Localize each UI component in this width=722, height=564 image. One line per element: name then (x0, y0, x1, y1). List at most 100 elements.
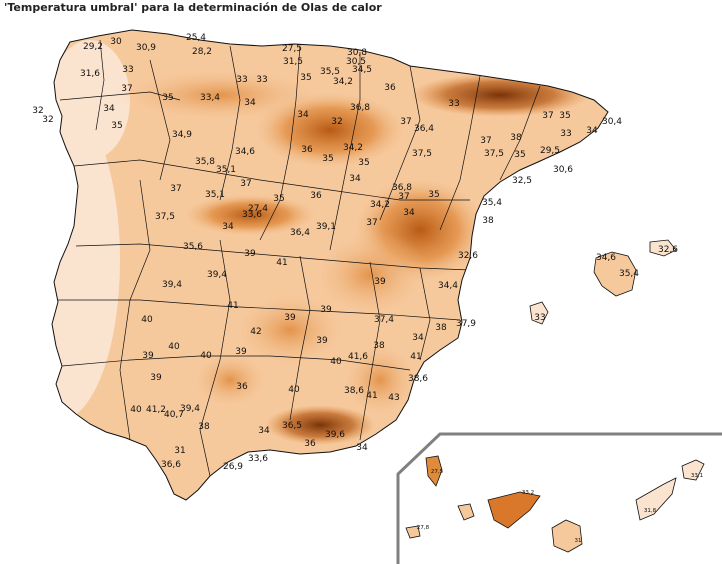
map-title: 'Temperatura umbral' para la determinaci… (4, 1, 382, 14)
temperature-label: 36 (236, 382, 248, 392)
temperature-label: 27,8 (417, 525, 430, 531)
temperature-label: 41,6 (348, 352, 368, 362)
temperature-label: 36 (310, 191, 322, 201)
temperature-label: 36,4 (290, 228, 310, 238)
temperature-label: 34 (403, 208, 415, 218)
temperature-label: 40 (141, 315, 153, 325)
temperature-label: 36,6 (161, 460, 181, 470)
temperature-label: 36 (301, 145, 313, 155)
temperature-label: 30,8 (347, 48, 367, 58)
temperature-label: 41,2 (146, 405, 166, 415)
temperature-label: 37 (121, 84, 132, 94)
temperature-label: 30,9 (136, 43, 156, 53)
temperature-label: 39 (374, 277, 386, 287)
temperature-label: 38 (373, 341, 385, 351)
temperature-label: 31 (575, 538, 582, 544)
temperature-label: 39 (284, 313, 296, 323)
temperature-label: 25,4 (186, 33, 206, 43)
temperature-label: 34 (103, 104, 115, 114)
temperature-label: 36,4 (414, 124, 434, 134)
temperature-label: 33,2 (522, 490, 534, 496)
temperature-label: 34,9 (172, 130, 192, 140)
temperature-label: 33,4 (200, 93, 220, 103)
temperature-label: 39,4 (180, 404, 200, 414)
temperature-label: 34 (349, 174, 361, 184)
temperature-label: 34,2 (343, 143, 363, 153)
temperature-label: 35 (559, 111, 570, 121)
temperature-label: 39,4 (162, 280, 182, 290)
temperature-label: 37 (366, 218, 377, 228)
temperature-label: 33 (534, 313, 545, 323)
temperature-label: 37 (240, 179, 251, 189)
temperature-label: 35 (111, 121, 122, 131)
temperature-label: 38 (510, 133, 522, 143)
temperature-label: 32,5 (512, 176, 532, 186)
temperature-label: 37,5 (155, 212, 175, 222)
temperature-label: 37 (542, 111, 553, 121)
temperature-label: 35 (162, 93, 173, 103)
temperature-label: 39 (244, 249, 256, 259)
temperature-label: 40 (168, 342, 180, 352)
temperature-label: 40 (130, 405, 142, 415)
temperature-label: 33 (236, 75, 247, 85)
temperature-label: 31 (174, 446, 185, 456)
temperature-label: 42 (250, 327, 261, 337)
temperature-label: 40 (330, 357, 342, 367)
temperature-label: 33,1 (691, 473, 703, 479)
temperature-label: 38,6 (408, 374, 428, 384)
temperature-label: 40 (288, 385, 300, 395)
temperature-label: 39 (316, 336, 328, 346)
temperature-label: 33 (560, 129, 571, 139)
peninsula-value-labels: 29,2 30 30,9 25,4 28,2 27,5 31,5 30,830,5 31,6 33… (32, 33, 622, 472)
temperature-label: 37,4 (374, 315, 394, 325)
temperature-label: 30,5 (346, 57, 366, 67)
temperature-label: 30,6 (553, 165, 573, 175)
temperature-label: 35,4 (619, 269, 639, 279)
temperature-label: 35 (300, 73, 311, 83)
temperature-label: 34,6 (235, 147, 255, 157)
canary-islands (405, 455, 705, 553)
temperature-label: 36 (384, 83, 396, 93)
temperature-label: 39,1 (316, 222, 336, 232)
temperature-label: 32 (42, 115, 53, 125)
temperature-label: 35 (428, 190, 439, 200)
balearic-islands (529, 239, 677, 325)
temperature-label: 31,6 (80, 69, 100, 79)
temperature-label: 32,6 (458, 251, 478, 261)
temperature-label: 31,5 (283, 57, 303, 67)
temperature-label: 32 (32, 106, 43, 116)
temperature-label: 27,5 (431, 469, 444, 475)
temperature-label: 38 (482, 216, 494, 226)
temperature-label: 34,5 (352, 65, 372, 75)
temperature-label: 34 (244, 98, 256, 108)
canary-inset-frame (396, 432, 722, 564)
temperature-label: 26,9 (223, 462, 243, 472)
temperature-label: 35 (273, 194, 284, 204)
temperature-label: 41 (276, 258, 287, 268)
temperature-label: 37,5 (412, 149, 432, 159)
temperature-label: 33 (122, 65, 133, 75)
temperature-label: 35,6 (183, 242, 203, 252)
temperature-label: 34,2 (370, 200, 390, 210)
temperature-label: 35,8 (195, 157, 215, 167)
temperature-label: 43 (388, 393, 399, 403)
temperature-label: 41 (366, 391, 377, 401)
temperature-label: 36,8 (392, 183, 412, 193)
temperature-label: 39,4 (207, 270, 227, 280)
temperature-label: 36,5 (282, 421, 302, 431)
temperature-label: 33 (256, 75, 267, 85)
temperature-label: 32 (331, 117, 342, 127)
temperature-label: 34 (412, 333, 424, 343)
temperature-label: 34 (258, 426, 270, 436)
temperature-label: 35,5 (320, 67, 340, 77)
temperature-label: 39 (150, 373, 162, 383)
temperature-label: 39 (320, 305, 332, 315)
temperature-label: 35 (514, 150, 525, 160)
temperature-label: 30 (110, 37, 122, 47)
temperature-label: 36,8 (350, 103, 370, 113)
temperature-label: 39 (235, 347, 247, 357)
temperature-label: 37 (170, 184, 181, 194)
temperature-label: 30,4 (602, 117, 622, 127)
